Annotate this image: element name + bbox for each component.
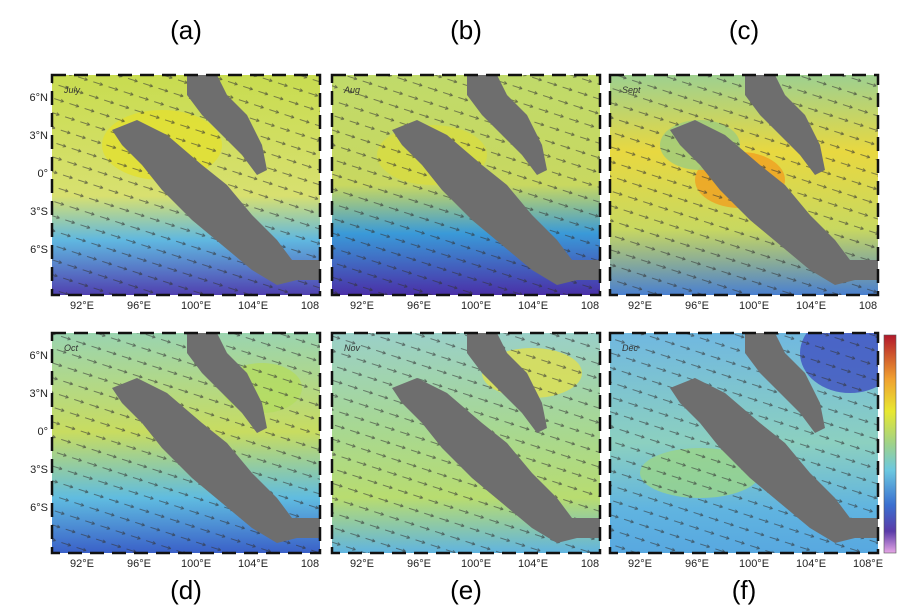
lon-tick-label: 100°E: [181, 300, 211, 312]
map-panel: [52, 333, 320, 553]
lon-tick-label: 108: [859, 300, 877, 312]
lon-tick-label: 104°E: [518, 558, 548, 570]
lon-tick-label: 100°E: [461, 558, 491, 570]
land: [290, 518, 320, 538]
lon-tick-label: 108: [301, 558, 319, 570]
map-panel: [52, 75, 320, 295]
map-panel: [610, 333, 878, 553]
panel-frame: [50, 331, 322, 555]
panel-frame: [608, 331, 880, 555]
lon-tick-label: 92°E: [628, 300, 652, 312]
lon-tick-label: 96°E: [685, 558, 709, 570]
lon-tick-label: 92°E: [70, 300, 94, 312]
panel-frame: [330, 73, 602, 297]
lat-tick-label: 0°: [37, 168, 48, 180]
lon-tick-label: 108: [581, 300, 599, 312]
panel-label: (a): [170, 15, 202, 45]
lon-tick-label: 92°E: [628, 558, 652, 570]
month-label: July: [63, 85, 81, 95]
lat-tick-label: 3°S: [30, 464, 48, 476]
land: [467, 75, 547, 175]
lon-tick-label: 104°E: [518, 300, 548, 312]
map-panel: [610, 75, 878, 295]
land: [467, 333, 547, 433]
panel-label: (d): [170, 575, 202, 605]
land: [670, 120, 855, 285]
lon-tick-label: 96°E: [407, 300, 431, 312]
land: [745, 333, 825, 433]
lon-tick-label: 92°E: [70, 558, 94, 570]
lon-tick-label: 96°E: [127, 300, 151, 312]
lon-tick-label: 92°E: [350, 300, 374, 312]
panel-frame: [50, 73, 322, 297]
lon-tick-label: 108°E: [853, 558, 883, 570]
panel-label: (e): [450, 575, 482, 605]
month-label: Dec: [622, 343, 639, 353]
lon-tick-label: 92°E: [350, 558, 374, 570]
lon-tick-label: 96°E: [407, 558, 431, 570]
land: [848, 518, 878, 538]
panel-frame: [330, 331, 602, 555]
lon-tick-label: 108: [581, 558, 599, 570]
lat-tick-label: 3°S: [30, 206, 48, 218]
land: [745, 75, 825, 175]
land: [187, 75, 267, 175]
land: [392, 378, 577, 543]
lon-tick-label: 96°E: [127, 558, 151, 570]
land: [112, 120, 297, 285]
lat-tick-label: 3°N: [30, 388, 49, 400]
month-label: Nov: [344, 343, 361, 353]
land: [570, 518, 600, 538]
month-label: Sept: [622, 85, 641, 95]
lat-tick-label: 0°: [37, 426, 48, 438]
panel-frame: [608, 73, 880, 297]
land: [112, 378, 297, 543]
lon-tick-label: 100°E: [461, 300, 491, 312]
panel-label: (b): [450, 15, 482, 45]
land: [392, 120, 577, 285]
lon-tick-label: 104°E: [238, 300, 268, 312]
lon-tick-label: 96°E: [685, 300, 709, 312]
lon-tick-label: 104°E: [796, 558, 826, 570]
land: [848, 260, 878, 280]
lon-tick-label: 100°E: [181, 558, 211, 570]
lon-tick-label: 100°E: [739, 558, 769, 570]
lon-tick-label: 104°E: [796, 300, 826, 312]
lon-tick-label: 108: [301, 300, 319, 312]
month-label: Aug: [343, 85, 360, 95]
lon-tick-label: 104°E: [238, 558, 268, 570]
lat-tick-label: 6°S: [30, 502, 48, 514]
lat-tick-label: 6°N: [30, 92, 49, 104]
colorbar: [883, 334, 897, 554]
lat-tick-label: 6°N: [30, 350, 49, 362]
map-panel: [332, 333, 600, 553]
land: [290, 260, 320, 280]
land: [187, 333, 267, 433]
land: [570, 260, 600, 280]
lat-tick-label: 6°S: [30, 244, 48, 256]
lat-tick-label: 3°N: [30, 130, 49, 142]
panel-label: (c): [729, 15, 759, 45]
month-label: Oct: [64, 343, 79, 353]
lon-tick-label: 100°E: [739, 300, 769, 312]
map-panel: [332, 75, 600, 295]
land: [670, 378, 855, 543]
panel-label: (f): [732, 575, 757, 605]
